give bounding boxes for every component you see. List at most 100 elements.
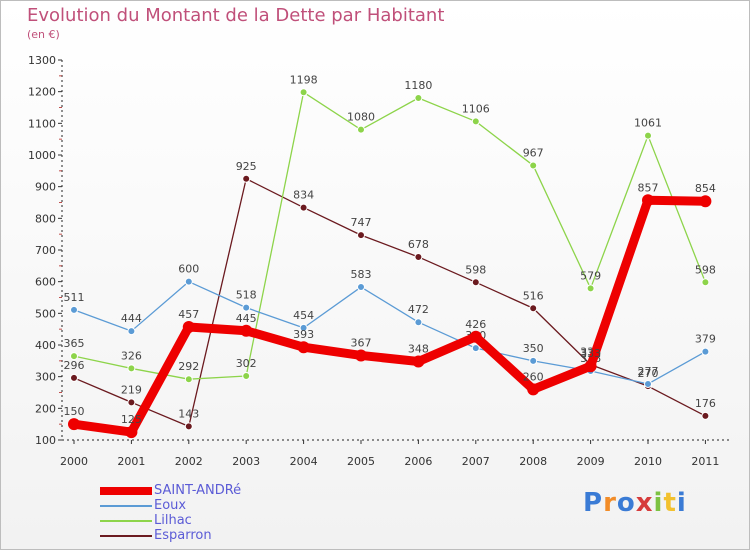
data-point <box>529 161 538 170</box>
data-point <box>240 324 253 337</box>
data-point <box>70 352 78 361</box>
data-label: 350 <box>523 342 544 355</box>
data-point <box>357 125 365 134</box>
chart-subtitle: (en €) <box>27 28 60 41</box>
data-point <box>586 284 595 293</box>
data-label: 302 <box>236 357 257 370</box>
data-label: 854 <box>695 182 716 195</box>
data-label: 516 <box>523 289 544 302</box>
x-tick-label: 2007 <box>462 455 490 468</box>
legend-label: Lilhac <box>154 513 192 528</box>
data-label: 598 <box>465 263 486 276</box>
data-label: 747 <box>351 216 372 229</box>
data-point <box>701 278 710 287</box>
data-label: 925 <box>236 160 257 173</box>
data-label: 1061 <box>634 117 662 130</box>
data-label: 1106 <box>462 102 490 115</box>
data-point <box>242 372 251 381</box>
y-tick-label: 100 <box>35 434 56 447</box>
x-tick-label: 2000 <box>60 455 88 468</box>
data-label: 296 <box>64 359 85 372</box>
data-point <box>70 373 78 382</box>
chart-title: Evolution du Montant de la Dette par Hab… <box>27 5 445 26</box>
data-label: 579 <box>580 269 601 282</box>
data-label: 125 <box>121 413 142 426</box>
data-point <box>529 304 538 313</box>
series-line <box>73 91 707 380</box>
data-label: 143 <box>178 407 199 420</box>
data-point <box>184 277 193 286</box>
y-tick-label: 200 <box>35 402 56 415</box>
y-tick-label: 700 <box>35 244 56 257</box>
data-label: 393 <box>293 328 314 341</box>
legend-swatch <box>100 487 152 495</box>
data-point <box>699 195 712 208</box>
data-label: 260 <box>523 370 544 383</box>
data-label: 834 <box>293 189 314 202</box>
data-label: 518 <box>236 289 257 302</box>
legend-label: Eoux <box>154 498 187 513</box>
data-label: 365 <box>64 337 85 350</box>
data-label: 176 <box>695 397 716 410</box>
y-tick-label: 300 <box>35 371 56 384</box>
x-tick-label: 2008 <box>519 455 547 468</box>
data-point <box>70 305 78 314</box>
data-label: 426 <box>465 318 486 331</box>
data-point <box>471 278 480 287</box>
data-label: 292 <box>178 360 199 373</box>
x-tick-label: 2006 <box>404 455 432 468</box>
data-point <box>299 203 308 212</box>
y-tick-label: 800 <box>35 212 56 225</box>
data-label: 270 <box>638 367 659 380</box>
data-point <box>644 131 652 140</box>
data-label: 379 <box>695 333 716 346</box>
data-point <box>184 422 193 431</box>
data-point <box>527 383 540 396</box>
x-tick-label: 2004 <box>290 455 318 468</box>
data-point <box>127 398 136 407</box>
y-tick-label: 1000 <box>28 149 56 162</box>
data-point <box>297 341 310 354</box>
data-point <box>68 418 80 431</box>
data-label: 445 <box>236 312 257 325</box>
data-label: 326 <box>121 349 142 362</box>
data-label: 348 <box>408 342 429 355</box>
data-point <box>299 88 308 97</box>
x-tick-label: 2009 <box>577 455 605 468</box>
data-label: 333 <box>580 347 601 360</box>
data-label: 583 <box>351 268 372 281</box>
data-point <box>412 355 425 368</box>
data-point <box>357 283 365 292</box>
legend-label: Esparron <box>154 528 212 543</box>
series-line <box>73 281 707 385</box>
y-tick-label: 400 <box>35 339 56 352</box>
data-label: 678 <box>408 238 429 251</box>
data-label: 1180 <box>404 79 432 92</box>
data-point <box>355 349 367 362</box>
data-label: 277 <box>638 365 659 378</box>
data-point <box>414 318 423 327</box>
data-label: 1198 <box>290 73 318 86</box>
legend-swatch <box>100 535 152 537</box>
x-tick-label: 2010 <box>634 455 662 468</box>
data-point <box>471 117 480 126</box>
x-tick-label: 2002 <box>175 455 203 468</box>
y-tick-label: 1200 <box>28 86 56 99</box>
data-label: 444 <box>121 312 142 325</box>
data-point <box>357 231 365 240</box>
legend-swatch <box>100 505 152 507</box>
data-point <box>184 375 193 384</box>
data-point <box>471 344 480 353</box>
data-point <box>584 360 597 373</box>
data-label: 598 <box>695 263 716 276</box>
data-point <box>242 174 251 183</box>
y-tick-label: 1100 <box>28 117 56 130</box>
data-point <box>701 411 710 420</box>
data-point <box>125 426 138 439</box>
x-tick-label: 2003 <box>232 455 260 468</box>
data-label: 454 <box>293 309 314 322</box>
y-tick-label: 900 <box>35 181 56 194</box>
data-point <box>127 364 136 373</box>
data-point <box>182 320 195 333</box>
